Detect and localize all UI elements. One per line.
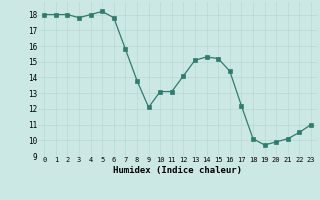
X-axis label: Humidex (Indice chaleur): Humidex (Indice chaleur) [113,166,242,175]
